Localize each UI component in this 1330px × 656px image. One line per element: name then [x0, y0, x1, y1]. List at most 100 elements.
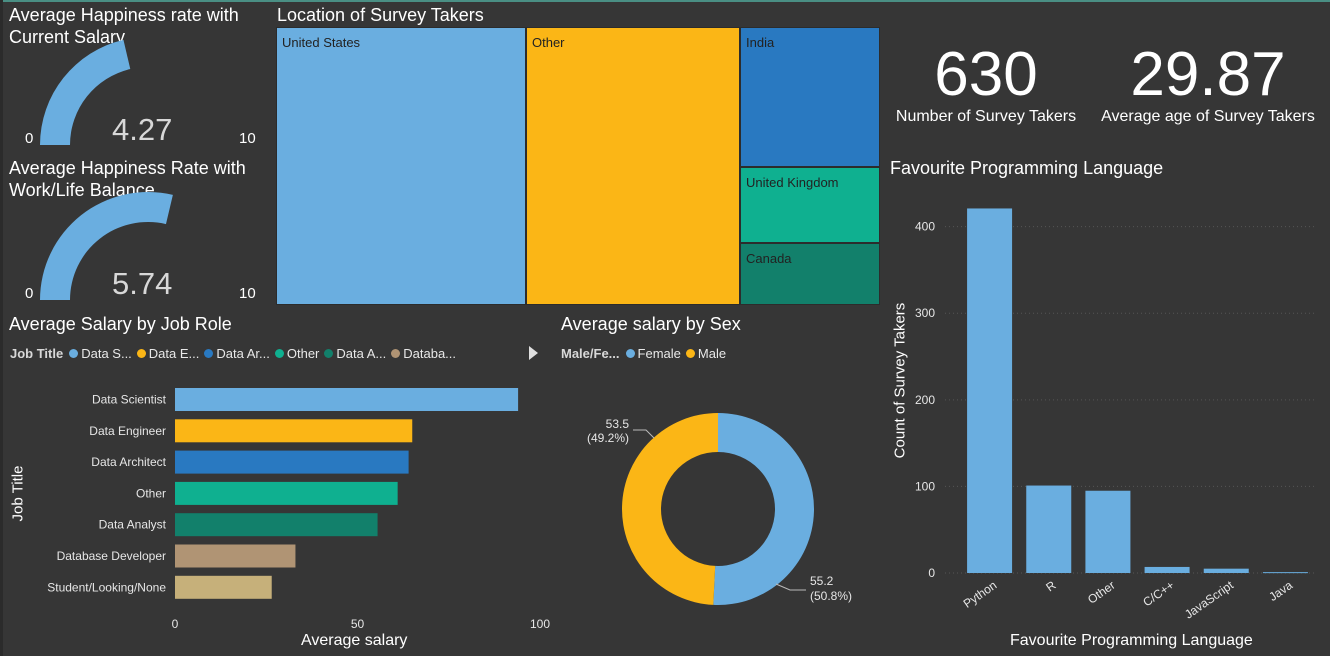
y-tick-label: 0 [928, 566, 935, 580]
x-tick-label: 0 [172, 617, 179, 631]
legend-item-label: Female [637, 346, 681, 361]
legend-title: Job Title [10, 346, 64, 361]
legend-item[interactable]: Female [625, 346, 681, 361]
language-bar-chart: 0 100 200 300 400 Python R Other C/C++ JavaScript… [915, 208, 1315, 622]
x-tick-label: Python [961, 578, 1000, 611]
gauge-fill-arc [40, 39, 131, 145]
treemap-cell-label: India [746, 35, 775, 50]
job-role-bar-chart: Data Scientist Data Engineer Data Architec… [47, 388, 550, 631]
y-tick-label: 400 [915, 220, 935, 234]
y-tick-label: Other [136, 486, 166, 500]
bar-data-analyst [175, 513, 378, 537]
treemap-cell-india[interactable]: India [740, 27, 880, 167]
gauge-worklife [40, 191, 173, 300]
legend-dot [685, 349, 695, 358]
x-tick-label: JavaScript [1182, 578, 1236, 622]
legend-dot [625, 349, 635, 358]
legend-title: Male/Fe... [561, 346, 620, 361]
legend-item-label: Data Ar... [216, 346, 270, 361]
bar-database-developer [175, 544, 296, 568]
gauge-fill-arc [40, 191, 173, 300]
x-tick-label: 100 [530, 617, 550, 631]
treemap-cell-label: Canada [746, 251, 792, 266]
gauge-value: 5.74 [112, 266, 173, 301]
treemap-cell-united-states[interactable]: United States [276, 27, 526, 305]
sex-donut-title: Average salary by Sex [561, 314, 741, 334]
x-tick-label: R [1043, 578, 1058, 595]
legend-item[interactable]: Data A... [324, 346, 386, 361]
bar-student-looking-none [175, 575, 272, 599]
bar-java [1262, 572, 1308, 574]
sex-legend: Male/Fe... Female Male [561, 346, 731, 361]
legend-item-label: Data E... [148, 346, 200, 361]
legend-next-icon[interactable] [529, 346, 538, 360]
legend-item[interactable]: Databa... [391, 346, 456, 361]
leader-line [633, 429, 655, 439]
gauge-salary [40, 39, 131, 145]
y-tick-label: Data Engineer [89, 424, 166, 438]
kpi-value: 630 [934, 40, 1038, 109]
y-tick-label: Database Developer [57, 549, 166, 563]
gauge-min-label: 0 [25, 285, 34, 302]
legend-dot [204, 349, 214, 358]
gauge-max-label: 10 [239, 285, 256, 302]
treemap-cell-united-kingdom[interactable]: United Kingdom [740, 167, 880, 243]
bar-data-scientist [175, 388, 519, 411]
legend-item[interactable]: Other [274, 346, 320, 361]
treemap-cell-canada[interactable]: Canada [740, 243, 880, 305]
legend-item[interactable]: Data Ar... [204, 346, 270, 361]
x-tick-label: Java [1266, 578, 1295, 604]
y-tick-label: Student/Looking/None [47, 580, 166, 594]
data-label-value: 55.2 [810, 574, 834, 588]
y-tick-label: 300 [915, 306, 935, 320]
data-label-value: 53.5 [606, 417, 630, 431]
donut-slice-male [621, 413, 718, 605]
donut-slice-female [713, 413, 814, 605]
y-tick-label: Data Architect [91, 455, 166, 469]
data-label-percent: (49.2%) [587, 431, 629, 445]
leader-line [775, 583, 806, 591]
left-edge [0, 0, 3, 656]
legend-dot [274, 349, 284, 358]
top-accent-line [0, 0, 1330, 2]
treemap-cell-label: United States [282, 35, 361, 50]
treemap-cell-label: United Kingdom [746, 175, 839, 190]
legend-item[interactable]: Data E... [136, 346, 200, 361]
bar-data-architect [175, 450, 409, 474]
legend-dot [324, 349, 334, 358]
job-role-x-axis-label: Average salary [301, 632, 408, 649]
legend-item-label: Male [697, 346, 727, 361]
x-tick-label: Other [1085, 578, 1118, 607]
bar-r [1026, 485, 1072, 573]
gauge-title: Average Happiness rate with Current Sala… [9, 4, 239, 48]
gauge-title-line1: Average Happiness Rate with [9, 158, 246, 178]
gauge-title-line1: Average Happiness rate with [9, 5, 239, 25]
y-tick-label: Data Analyst [99, 518, 167, 532]
legend-item[interactable]: Male [685, 346, 727, 361]
legend-dot [136, 349, 146, 358]
treemap-cell-label: Other [532, 35, 565, 50]
bar-python [967, 208, 1013, 573]
sex-donut-chart: 55.2(50.8%) 53.5(49.2%) [587, 413, 852, 605]
treemap-cell-other[interactable]: Other [526, 27, 740, 305]
kpi-label: Number of Survey Takers [895, 108, 1077, 125]
legend-item[interactable]: Data S... [69, 346, 132, 361]
bar-data-engineer [175, 419, 413, 443]
gauge-title-line2: Current Salary [9, 27, 126, 47]
legend-item-label: Data S... [81, 346, 132, 361]
gauge-min-label: 0 [25, 130, 34, 147]
job-role-y-axis-label: Job Title [9, 465, 27, 522]
bar-javascript [1203, 568, 1249, 573]
gauge-title-line2: Work/Life Balance [9, 180, 155, 200]
legend-dot [391, 349, 401, 358]
gauge-max-label: 10 [239, 130, 256, 147]
x-tick-label: C/C++ [1140, 578, 1176, 609]
kpi-label: Average age of Survey Takers [1101, 108, 1315, 125]
y-tick-label: Data Scientist [92, 393, 167, 407]
gauge-title: Average Happiness Rate with Work/Life Ba… [9, 157, 246, 201]
x-tick-label: 50 [351, 617, 365, 631]
language-y-axis-label: Count of Survey Takers [891, 302, 909, 459]
legend-item-label: Databa... [403, 346, 457, 361]
language-chart-title: Favourite Programming Language [890, 158, 1164, 178]
legend-item-label: Other [286, 346, 320, 361]
